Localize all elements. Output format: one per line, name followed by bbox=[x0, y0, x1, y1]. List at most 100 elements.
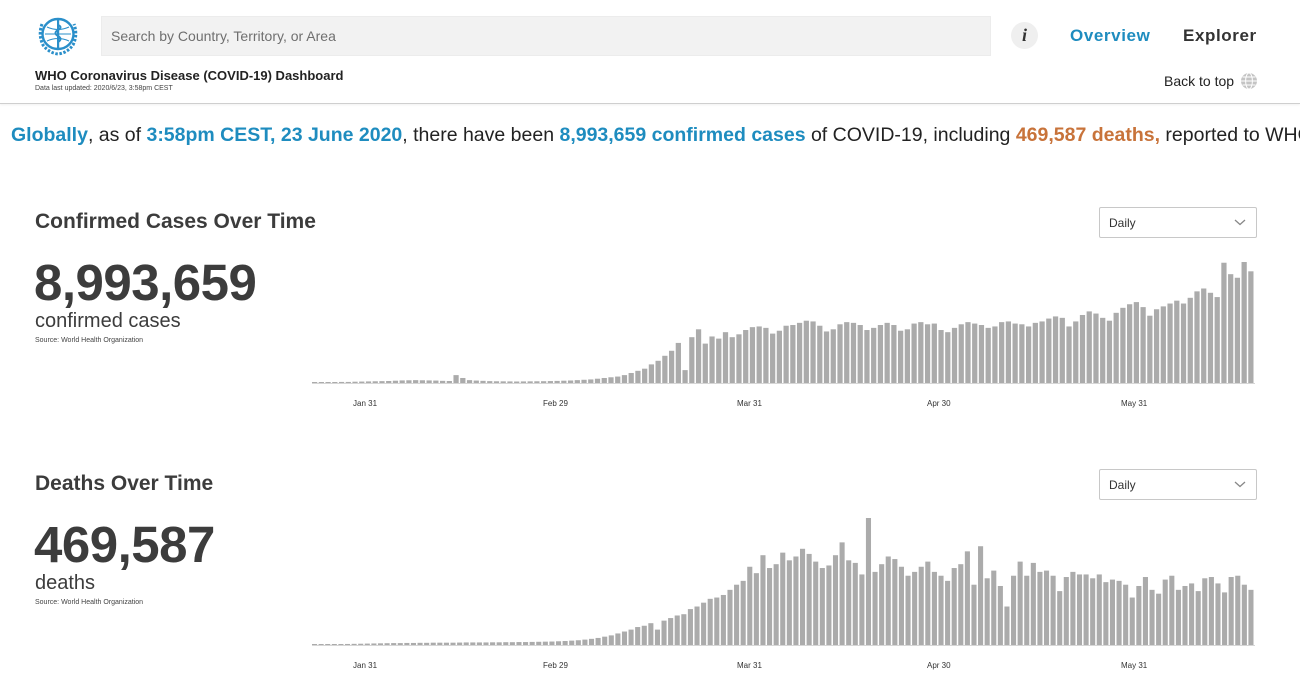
deaths-bar[interactable] bbox=[608, 635, 614, 645]
deaths-bar[interactable] bbox=[681, 614, 687, 645]
deaths-bar[interactable] bbox=[971, 584, 977, 645]
cases-bar[interactable] bbox=[541, 381, 547, 383]
deaths-bar[interactable] bbox=[1215, 583, 1221, 645]
deaths-bar[interactable] bbox=[562, 641, 568, 645]
deaths-bar[interactable] bbox=[773, 564, 779, 645]
deaths-bar[interactable] bbox=[635, 627, 641, 645]
cases-bar[interactable] bbox=[864, 330, 870, 383]
cases-bar[interactable] bbox=[433, 380, 439, 383]
cases-bar[interactable] bbox=[594, 378, 601, 383]
cases-bar[interactable] bbox=[999, 322, 1005, 383]
cases-bar[interactable] bbox=[965, 322, 971, 383]
cases-bar[interactable] bbox=[1100, 317, 1106, 383]
cases-bar[interactable] bbox=[1079, 314, 1086, 383]
cases-bar[interactable] bbox=[365, 381, 372, 383]
deaths-bar[interactable] bbox=[1030, 562, 1036, 645]
deaths-bar[interactable] bbox=[417, 642, 423, 645]
cases-bar[interactable] bbox=[1201, 288, 1207, 383]
cases-bar[interactable] bbox=[1133, 302, 1139, 383]
cases-bar[interactable] bbox=[1059, 317, 1065, 383]
deaths-bar[interactable] bbox=[1063, 577, 1069, 645]
cases-bar[interactable] bbox=[1086, 311, 1092, 383]
deaths-bar[interactable] bbox=[859, 574, 865, 645]
deaths-bar[interactable] bbox=[931, 571, 937, 645]
cases-bar[interactable] bbox=[621, 375, 628, 383]
cases-bar[interactable] bbox=[743, 330, 749, 383]
deaths-bar[interactable] bbox=[1096, 574, 1102, 645]
cases-bar[interactable] bbox=[783, 325, 789, 383]
deaths-bar[interactable] bbox=[945, 580, 951, 645]
deaths-bar[interactable] bbox=[430, 642, 436, 645]
cases-bar[interactable] bbox=[574, 380, 580, 383]
cases-bar[interactable] bbox=[891, 325, 897, 383]
deaths-bar[interactable] bbox=[978, 546, 984, 645]
deaths-bar[interactable] bbox=[753, 573, 759, 645]
deaths-bar[interactable] bbox=[846, 560, 852, 645]
deaths-bar[interactable] bbox=[542, 641, 548, 645]
deaths-bar[interactable] bbox=[1189, 583, 1195, 645]
deaths-bar[interactable] bbox=[1142, 577, 1148, 645]
deaths-bar[interactable] bbox=[918, 566, 924, 645]
deaths-bar[interactable] bbox=[496, 642, 502, 645]
cases-bar[interactable] bbox=[884, 322, 890, 383]
nav-overview-link[interactable]: Overview bbox=[1070, 26, 1151, 45]
cases-bar[interactable] bbox=[1019, 324, 1025, 383]
cases-bar[interactable] bbox=[635, 370, 641, 383]
cases-bar[interactable] bbox=[419, 380, 426, 383]
cases-bar[interactable] bbox=[1248, 271, 1254, 383]
deaths-bar[interactable] bbox=[457, 642, 463, 645]
cases-bar[interactable] bbox=[359, 381, 365, 383]
cases-bar[interactable] bbox=[648, 364, 655, 383]
back-to-top-link[interactable]: Back to top bbox=[1164, 73, 1235, 89]
deaths-bar[interactable] bbox=[371, 643, 377, 645]
deaths-bar[interactable] bbox=[410, 642, 417, 645]
deaths-bar[interactable] bbox=[338, 644, 344, 645]
deaths-bar[interactable] bbox=[1090, 578, 1096, 645]
cases-bar[interactable] bbox=[514, 381, 520, 384]
cases-bar[interactable] bbox=[500, 381, 506, 383]
deaths-bar[interactable] bbox=[1136, 585, 1142, 645]
deaths-bar[interactable] bbox=[668, 618, 674, 645]
cases-bar[interactable] bbox=[918, 322, 924, 383]
cases-bar[interactable] bbox=[466, 380, 473, 383]
deaths-bar[interactable] bbox=[892, 559, 898, 645]
deaths-bar[interactable] bbox=[1083, 574, 1089, 645]
deaths-bar[interactable] bbox=[555, 641, 562, 645]
deaths-bar[interactable] bbox=[1037, 571, 1043, 645]
cases-bar[interactable] bbox=[877, 325, 884, 383]
cases-bar[interactable] bbox=[312, 382, 318, 383]
deaths-bar[interactable] bbox=[443, 642, 449, 645]
cases-bar[interactable] bbox=[716, 338, 722, 383]
cases-bar[interactable] bbox=[1127, 304, 1133, 383]
deaths-bar[interactable] bbox=[819, 568, 825, 645]
cases-bar[interactable] bbox=[547, 381, 553, 383]
deaths-bar[interactable] bbox=[786, 560, 792, 645]
deaths-bar[interactable] bbox=[318, 644, 324, 645]
cases-bar[interactable] bbox=[972, 323, 978, 383]
deaths-bar[interactable] bbox=[1070, 571, 1076, 645]
cases-bar[interactable] bbox=[951, 327, 958, 383]
cases-bar[interactable] bbox=[1012, 323, 1018, 383]
deaths-bar[interactable] bbox=[1123, 584, 1129, 645]
deaths-bar[interactable] bbox=[516, 642, 522, 645]
deaths-bar[interactable] bbox=[1109, 579, 1116, 645]
cases-bar[interactable] bbox=[1120, 307, 1126, 383]
deaths-bar[interactable] bbox=[951, 568, 957, 645]
deaths-bar[interactable] bbox=[760, 555, 766, 645]
cases-bar[interactable] bbox=[790, 325, 796, 383]
cases-bar[interactable] bbox=[554, 380, 560, 383]
deaths-bar[interactable] bbox=[1076, 574, 1083, 645]
deaths-bar[interactable] bbox=[582, 639, 588, 645]
cases-bar[interactable] bbox=[1207, 292, 1214, 383]
cases-bar[interactable] bbox=[945, 332, 951, 383]
info-button[interactable]: i bbox=[1011, 22, 1038, 49]
deaths-bar[interactable] bbox=[1004, 606, 1010, 645]
cases-bar[interactable] bbox=[1073, 321, 1079, 383]
cases-bar[interactable] bbox=[823, 331, 830, 383]
cases-bar[interactable] bbox=[931, 323, 937, 383]
deaths-bar[interactable] bbox=[694, 606, 700, 645]
deaths-bar[interactable] bbox=[661, 620, 667, 645]
deaths-bar[interactable] bbox=[325, 644, 331, 645]
cases-bar[interactable] bbox=[1106, 320, 1113, 383]
cases-bar[interactable] bbox=[709, 336, 715, 383]
